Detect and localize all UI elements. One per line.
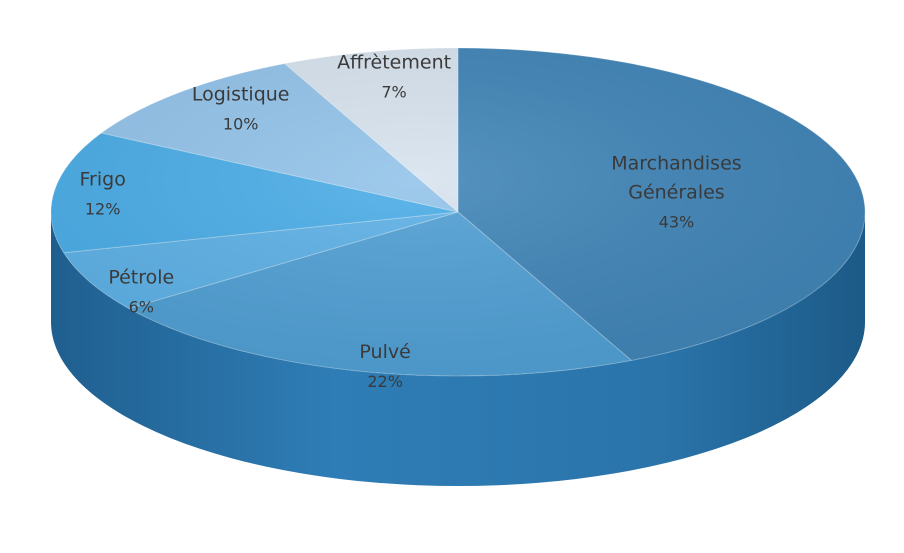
slice-label: Frigo [80, 168, 126, 190]
slice-percent: 22% [367, 372, 403, 391]
slice-label: Pétrole [108, 267, 174, 289]
slice-label: Pulvé [359, 341, 410, 363]
slice-label: Générales [628, 181, 724, 203]
slice-percent: 7% [381, 82, 406, 101]
pie-top-shading [51, 48, 865, 376]
slice-label: Logistique [192, 83, 290, 105]
pie-slices [51, 48, 865, 376]
slice-label: Affrètement [337, 51, 451, 73]
slice-percent: 43% [659, 212, 695, 231]
slice-percent: 6% [129, 298, 154, 317]
slice-percent: 12% [85, 199, 121, 218]
slice-percent: 10% [223, 114, 259, 133]
slice-label: Marchandises [611, 152, 741, 174]
